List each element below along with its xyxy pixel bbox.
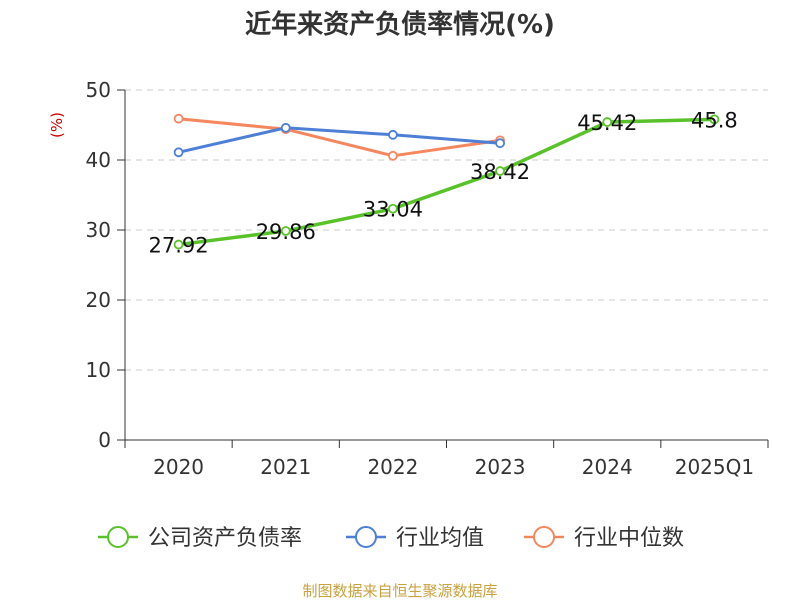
data-label: 45.42 bbox=[577, 111, 637, 135]
x-tick-label: 2022 bbox=[367, 455, 418, 479]
legend: 公司资产负债率 行业均值 行业中位数 bbox=[98, 526, 684, 551]
x-tick-label: 2025Q1 bbox=[675, 455, 754, 479]
axes: 0 10 20 30 40 50 2020 2021 2022 2023 2024 2025Q1 bbox=[86, 78, 769, 479]
data-point bbox=[495, 166, 505, 176]
y-tick-label: 40 bbox=[86, 148, 111, 172]
data-label: 45.8 bbox=[691, 108, 738, 132]
data-labels: 27.92 29.86 33.04 38.42 45.42 45.8 bbox=[149, 108, 738, 257]
source-note: 制图数据来自恒生聚源数据库 bbox=[302, 582, 497, 600]
data-point bbox=[388, 150, 398, 161]
y-tick-label: 0 bbox=[98, 428, 111, 452]
x-tick-label: 2023 bbox=[475, 455, 526, 479]
y-tick-label: 30 bbox=[86, 218, 111, 242]
y-tick-label: 10 bbox=[86, 358, 111, 382]
series-layer bbox=[173, 113, 720, 250]
data-point bbox=[495, 138, 505, 149]
series-1 bbox=[173, 122, 505, 158]
legend-label: 公司资产负债率 bbox=[148, 526, 302, 551]
chart-title: 近年来资产负债率情况(%) bbox=[245, 9, 555, 40]
y-tick-label: 50 bbox=[86, 78, 111, 102]
x-tick-label: 2021 bbox=[260, 455, 311, 479]
y-axis-unit-label: (%) bbox=[48, 112, 66, 138]
data-point bbox=[602, 117, 613, 127]
series-line bbox=[176, 117, 717, 247]
legend-marker bbox=[355, 526, 377, 548]
legend-label: 行业中位数 bbox=[574, 526, 684, 551]
x-tick-label: 2024 bbox=[582, 455, 633, 479]
data-point bbox=[173, 113, 184, 124]
data-label: 29.86 bbox=[256, 220, 316, 244]
data-point bbox=[173, 239, 184, 250]
series-0 bbox=[173, 114, 720, 250]
data-point bbox=[709, 114, 720, 125]
series-2 bbox=[173, 113, 505, 161]
legend-item: 公司资产负债率 bbox=[98, 526, 302, 551]
legend-marker bbox=[533, 526, 555, 548]
data-point bbox=[173, 147, 184, 158]
data-point bbox=[280, 226, 291, 236]
data-label: 27.92 bbox=[149, 234, 209, 258]
legend-marker bbox=[107, 526, 129, 548]
x-tick-label: 2020 bbox=[153, 455, 204, 479]
y-tick-label: 20 bbox=[86, 288, 111, 312]
data-label: 38.42 bbox=[470, 160, 530, 184]
data-point bbox=[388, 129, 398, 140]
data-point bbox=[280, 122, 291, 133]
legend-item: 行业中位数 bbox=[524, 526, 684, 551]
series-line bbox=[177, 117, 502, 158]
gridlines bbox=[125, 89, 768, 371]
data-label: 33.04 bbox=[363, 198, 423, 222]
legend-label: 行业均值 bbox=[396, 526, 484, 551]
legend-item: 行业均值 bbox=[346, 526, 484, 551]
data-point bbox=[388, 203, 398, 214]
series-line bbox=[177, 126, 502, 154]
